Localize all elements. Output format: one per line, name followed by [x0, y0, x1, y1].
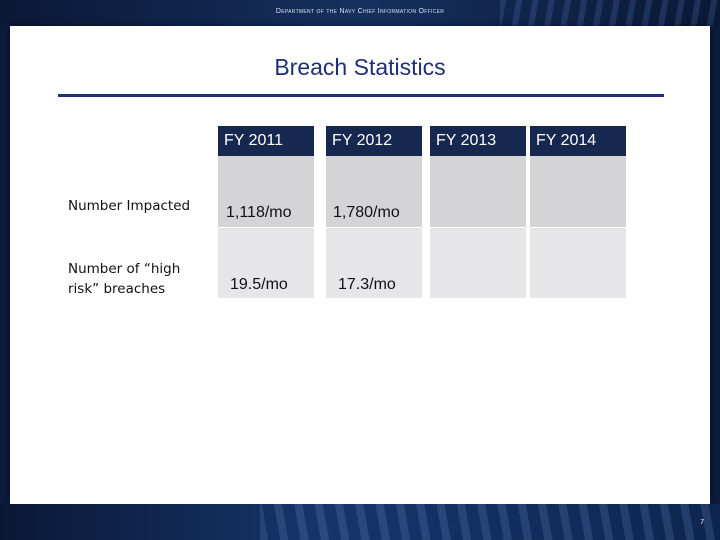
title-underline: [58, 94, 664, 97]
table-cell: [218, 228, 314, 298]
value-impacted-fy2012: 1,780/mo: [333, 204, 400, 221]
row-label-number-impacted: Number Impacted: [68, 198, 191, 214]
table-cell: [430, 228, 526, 298]
row-label-high-risk-breaches: Number of “high risk” breaches: [68, 261, 181, 297]
table-cell: [326, 156, 422, 227]
page-number: 7: [700, 519, 704, 526]
table-cell: [218, 156, 314, 227]
table-cell: [530, 156, 626, 227]
column-header-fy2012: FY 2012: [326, 126, 422, 156]
department-header: Department of the Navy Chief Information…: [275, 8, 445, 15]
column-header-fy2014: FY 2014: [530, 126, 626, 156]
value-high-risk-fy2012: 17.3/mo: [338, 276, 396, 293]
column-header-fy2011: FY 2011: [218, 126, 314, 156]
table-cell: [530, 228, 626, 298]
value-high-risk-fy2011: 19.5/mo: [230, 276, 288, 293]
bottom-banner: [0, 504, 720, 540]
table-cell: [430, 156, 526, 227]
top-banner: [0, 0, 720, 26]
table-cell: [326, 228, 422, 298]
column-header-fy2013: FY 2013: [430, 126, 526, 156]
value-impacted-fy2011: 1,118/mo: [226, 204, 292, 221]
slide-title: Breach Statistics: [274, 54, 446, 80]
